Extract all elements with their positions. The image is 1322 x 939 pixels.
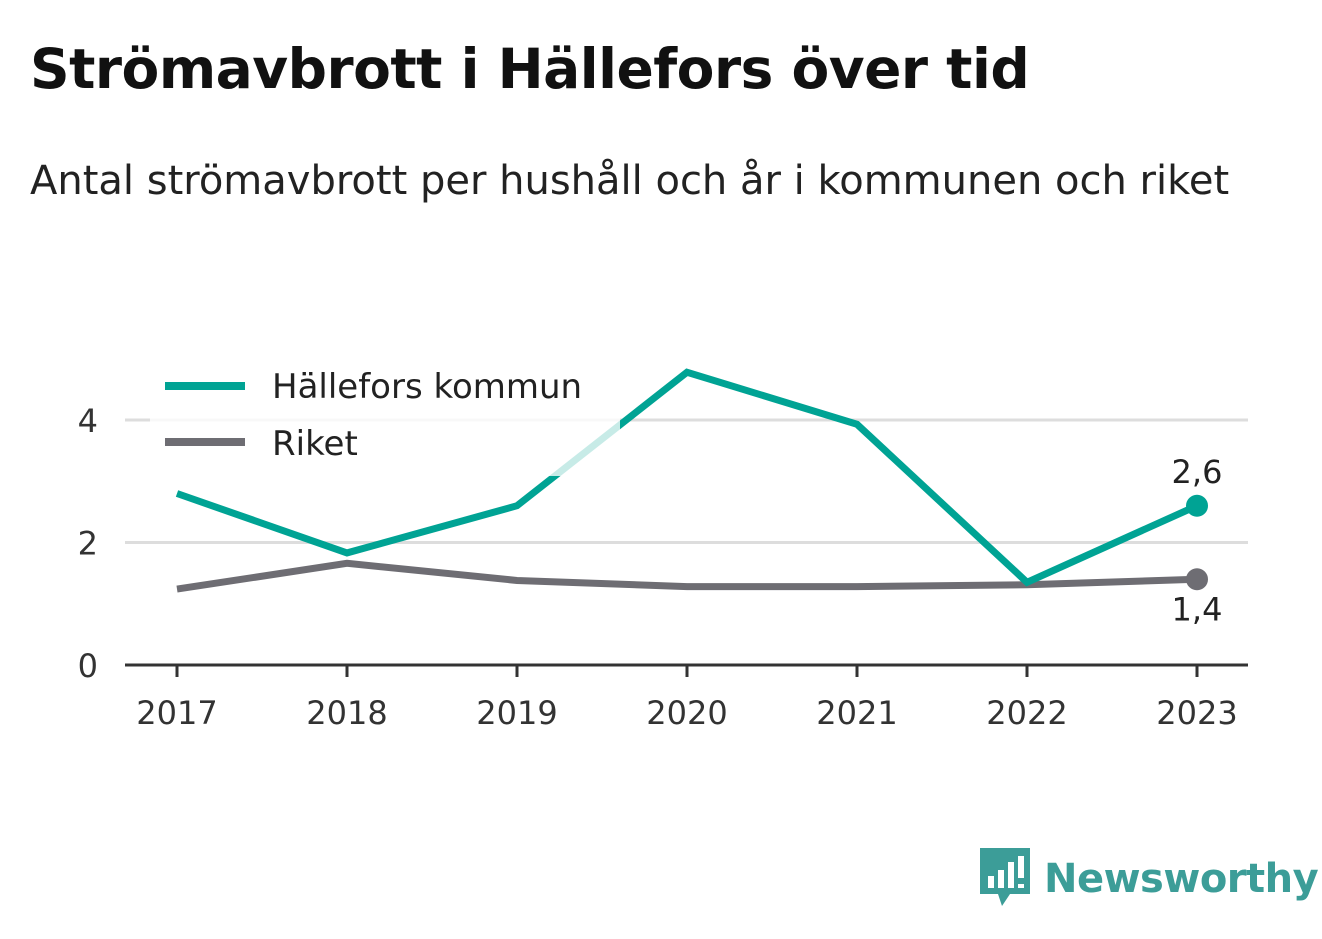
end-label-primary: 2,6 bbox=[1172, 453, 1223, 491]
x-tick-label-2018: 2018 bbox=[306, 694, 387, 732]
end-markers: 2,6 1,4 bbox=[1172, 453, 1223, 629]
end-marker-secondary bbox=[1186, 568, 1208, 591]
legend-label-secondary: Riket bbox=[272, 424, 358, 464]
brand-logo: Newsworthy bbox=[980, 846, 1319, 912]
chart-subtitle: Antal strömavbrott per hushåll och år i … bbox=[30, 158, 1230, 204]
x-tick-label-2020: 2020 bbox=[646, 694, 727, 732]
series-lines bbox=[175, 368, 1199, 593]
legend-backdrop bbox=[150, 352, 620, 476]
end-label-secondary: 1,4 bbox=[1172, 590, 1223, 628]
series-line-primary bbox=[175, 368, 1199, 587]
axes: 0 2 4 2017 2018 2019 2020 2021 2022 2023 bbox=[78, 402, 1248, 732]
end-marker-primary bbox=[1186, 494, 1208, 517]
legend-label-primary: Hällefors kommun bbox=[272, 367, 582, 407]
x-tick-label-2023: 2023 bbox=[1156, 694, 1237, 732]
brand-name: Newsworthy bbox=[1044, 856, 1319, 902]
bar-chart-speech-bubble-icon bbox=[980, 848, 1030, 906]
legend: Hällefors kommun Riket bbox=[150, 352, 620, 476]
y-tick-label-0: 0 bbox=[78, 647, 98, 685]
y-tick-label-2: 2 bbox=[78, 525, 98, 563]
x-tick-label-2022: 2022 bbox=[986, 694, 1067, 732]
x-tick-label-2017: 2017 bbox=[136, 694, 217, 732]
y-tick-label-4: 4 bbox=[78, 402, 98, 440]
x-tick-label-2021: 2021 bbox=[816, 694, 897, 732]
x-tick-label-2019: 2019 bbox=[476, 694, 557, 732]
chart-title: Strömavbrott i Hällefors över tid bbox=[30, 37, 1030, 101]
line-chart: Hällefors kommun Riket 2,6 1,4 0 2 4 2017 201… bbox=[77, 352, 1248, 732]
